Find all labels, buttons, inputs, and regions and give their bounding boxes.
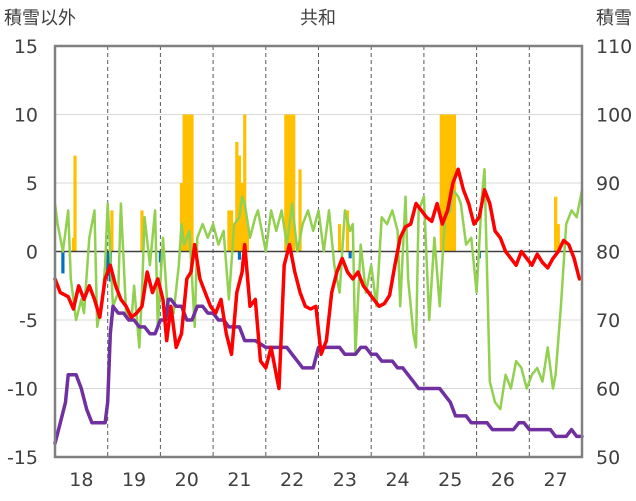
x-tick-label: 23	[333, 469, 357, 491]
y-left-tick-label: -5	[19, 310, 38, 332]
x-axis-ticks: 18 19 20 21 22 23 24 25 26 27	[69, 469, 567, 491]
y-right-tick-label: 60	[596, 379, 620, 401]
y-axis-right-title: 積雪	[596, 8, 632, 29]
y-axis-left-ticks: 15 10 5 0 -5 -10 -15	[7, 36, 38, 469]
x-tick-label: 25	[438, 469, 462, 491]
series-lines	[53, 167, 584, 446]
bar	[182, 114, 186, 252]
y-right-tick-label: 110	[596, 36, 632, 58]
bar	[286, 114, 291, 252]
x-tick-label: 22	[280, 469, 304, 491]
x-tick-label: 19	[122, 469, 146, 491]
y-left-tick-label: -15	[7, 447, 38, 469]
x-tick-label: 27	[544, 469, 568, 491]
bar	[237, 155, 242, 252]
bar	[179, 183, 184, 252]
y-right-tick-label: 90	[596, 173, 620, 195]
y-axis-right-ticks: 110 100 90 80 70 60 50	[596, 36, 632, 469]
x-tick-label: 26	[491, 469, 515, 491]
bar	[245, 224, 249, 252]
bar	[298, 169, 302, 252]
x-tick-label: 24	[385, 469, 409, 491]
bar	[337, 224, 342, 252]
bar	[289, 114, 293, 252]
series-line-red	[53, 167, 582, 391]
bar	[227, 210, 231, 252]
bars	[61, 114, 560, 282]
y-left-tick-label: 10	[14, 105, 38, 127]
bar	[61, 251, 65, 274]
series-line-purple	[53, 297, 584, 446]
y-left-tick-label: 0	[26, 242, 38, 264]
series-line-green	[53, 168, 584, 411]
bar	[237, 251, 242, 260]
bar	[110, 210, 114, 252]
bar	[243, 114, 247, 252]
y-right-tick-label: 100	[596, 105, 632, 127]
chart-title: 共和	[300, 8, 336, 29]
bar	[284, 114, 288, 252]
bar	[240, 183, 244, 252]
bar	[187, 114, 191, 252]
bar	[185, 114, 189, 252]
y-right-tick-label: 70	[596, 310, 620, 332]
bar	[140, 210, 144, 252]
bar	[229, 210, 234, 252]
y-axis-left-title: 積雪以外	[4, 8, 76, 29]
bar	[158, 251, 162, 263]
bar	[348, 251, 352, 259]
y-left-tick-label: 15	[14, 36, 38, 58]
bar	[292, 114, 296, 252]
y-left-tick-label: 5	[26, 173, 38, 195]
bar	[442, 114, 446, 252]
bar	[444, 114, 449, 252]
bar	[190, 114, 194, 252]
x-tick-label: 20	[175, 469, 199, 491]
y-right-tick-label: 80	[596, 242, 620, 264]
bar	[345, 210, 350, 252]
bar	[106, 251, 110, 277]
x-tick-label: 18	[69, 469, 93, 491]
bar	[73, 155, 77, 252]
bar	[554, 196, 558, 252]
y-left-tick-label: -10	[7, 379, 38, 401]
y-right-tick-label: 50	[596, 447, 620, 469]
bar	[439, 114, 443, 252]
x-tick-label: 21	[227, 469, 251, 491]
plot-frame	[53, 44, 584, 459]
bar	[235, 141, 239, 252]
bar	[447, 114, 451, 252]
bar	[556, 224, 560, 252]
